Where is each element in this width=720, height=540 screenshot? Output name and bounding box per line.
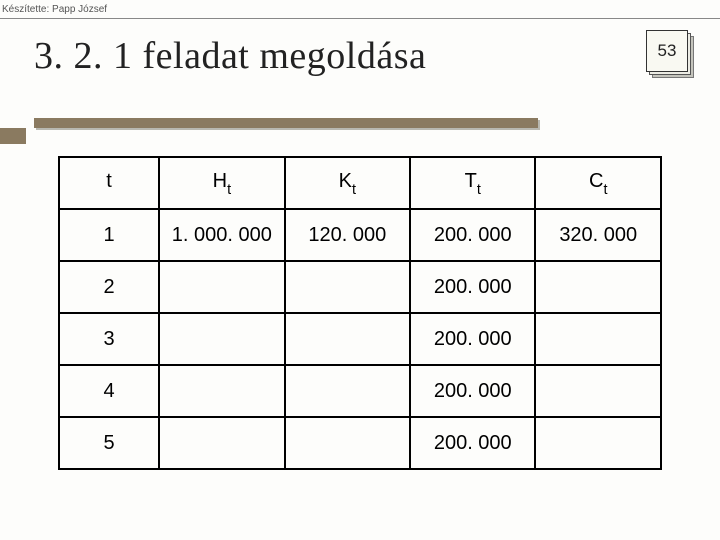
table-cell	[285, 313, 410, 365]
table-cell	[535, 365, 661, 417]
table-cell	[159, 365, 284, 417]
table-cell: 200. 000	[410, 313, 535, 365]
table-row: 4 200. 000	[59, 365, 661, 417]
table-cell	[535, 417, 661, 469]
table-cell: 200. 000	[410, 417, 535, 469]
title-block: 3. 2. 1 feladat megoldása	[34, 34, 650, 78]
col-header: Ct	[535, 157, 661, 209]
page-number-badge: 53	[646, 30, 694, 78]
slide-title: 3. 2. 1 feladat megoldása	[34, 34, 650, 78]
table-cell	[535, 261, 661, 313]
credit-underline	[0, 18, 720, 19]
table-cell	[159, 261, 284, 313]
table-cell: 200. 000	[410, 365, 535, 417]
table-row: 2 200. 000	[59, 261, 661, 313]
table-cell: 3	[59, 313, 159, 365]
data-table: t Ht Kt Tt Ct 1 1. 000. 000 120. 000 200…	[58, 156, 662, 470]
col-header: t	[59, 157, 159, 209]
table-row: 3 200. 000	[59, 313, 661, 365]
col-header: Ht	[159, 157, 284, 209]
table-cell	[285, 417, 410, 469]
table-row: 1 1. 000. 000 120. 000 200. 000 320. 000	[59, 209, 661, 261]
table-row: 5 200. 000	[59, 417, 661, 469]
col-header: Tt	[410, 157, 535, 209]
table-cell: 5	[59, 417, 159, 469]
table-cell	[535, 313, 661, 365]
table-cell: 320. 000	[535, 209, 661, 261]
table-cell: 4	[59, 365, 159, 417]
table-cell: 1. 000. 000	[159, 209, 284, 261]
table-cell: 1	[59, 209, 159, 261]
table-cell: 200. 000	[410, 261, 535, 313]
table-header-row: t Ht Kt Tt Ct	[59, 157, 661, 209]
table-cell: 120. 000	[285, 209, 410, 261]
table-cell: 200. 000	[410, 209, 535, 261]
left-accent-bar	[0, 128, 26, 144]
data-table-container: t Ht Kt Tt Ct 1 1. 000. 000 120. 000 200…	[58, 156, 662, 470]
table-cell: 2	[59, 261, 159, 313]
table-cell	[159, 417, 284, 469]
credit-text: Készítette: Papp József	[2, 4, 107, 15]
table-cell	[285, 365, 410, 417]
table-cell	[159, 313, 284, 365]
table-cell	[285, 261, 410, 313]
badge-front: 53	[646, 30, 688, 72]
title-underline	[34, 118, 538, 128]
col-header: Kt	[285, 157, 410, 209]
